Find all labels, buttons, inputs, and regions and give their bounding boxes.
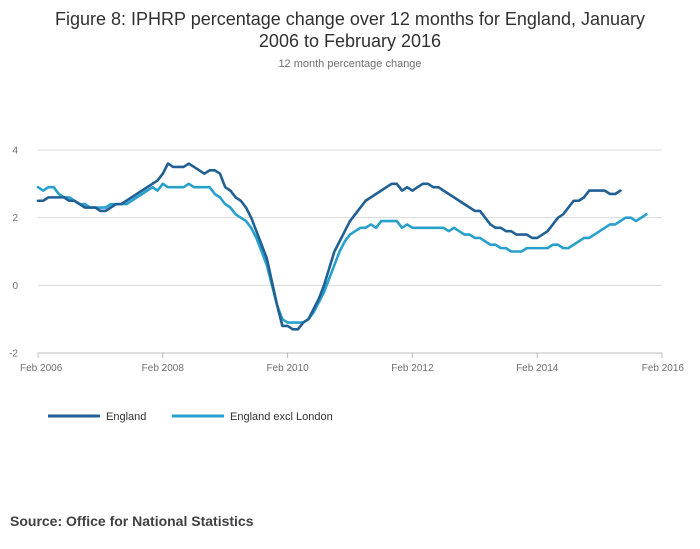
y-tick-label: 4 [12,146,18,157]
chart-title-line2: 2006 to February 2016 [258,31,442,51]
x-axis: Feb 2006 Feb 2008 Feb 2010 Feb 2012 Feb 2014… [20,353,684,374]
x-tick-label: Feb 2008 [142,363,185,374]
chart-title: Figure 8: IPHRP percentage change over 1… [0,8,700,52]
x-tick-label: Feb 2012 [391,363,434,374]
chart-subtitle: 12 month percentage change [278,58,422,70]
series-layer [36,162,648,331]
x-tick-label: Feb 2006 [20,363,63,374]
y-axis: -2 0 2 4 [9,146,18,360]
y-tick-label: 0 [12,281,18,292]
source-note: Source: Office for National Statistics [10,513,254,529]
legend-label-england-excl-london[interactable]: England excl London [230,411,333,423]
y-tick-label: 2 [12,213,18,224]
legend-label-england[interactable]: England [106,411,146,423]
grid-layer [38,149,662,354]
series-line-england [36,162,622,331]
y-tick-label: -2 [9,349,18,360]
legend[interactable]: England England excl London [48,411,333,423]
x-tick-label: Feb 2014 [516,363,559,374]
x-tick-label: Feb 2016 [642,363,685,374]
series-line-england-excl-london [36,182,648,324]
chart-title-line1: Figure 8: IPHRP percentage change over 1… [54,9,646,29]
x-tick-label: Feb 2010 [266,363,309,374]
